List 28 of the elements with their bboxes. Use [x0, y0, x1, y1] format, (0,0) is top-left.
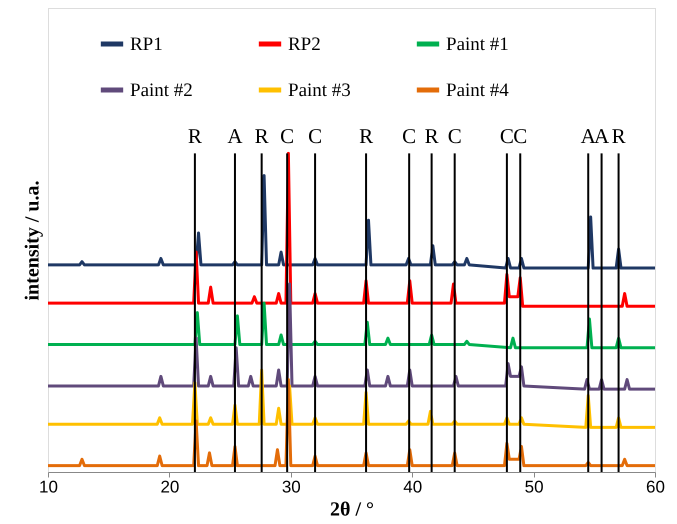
legend-label: Paint #3	[288, 80, 351, 101]
x-tick-label: 50	[524, 478, 544, 496]
ref-line-label: R	[254, 124, 269, 148]
x-tick-label: 60	[646, 478, 665, 496]
ref-line-label: C	[280, 124, 294, 148]
legend-label: Paint #4	[446, 80, 510, 101]
ref-line-label: C	[308, 124, 322, 148]
ref-line-label: R	[424, 124, 439, 148]
ref-line-label: R	[612, 124, 626, 148]
legend-label: Paint #1	[446, 34, 509, 55]
legend-label: RP1	[130, 34, 163, 55]
x-tick-label: 40	[403, 478, 422, 496]
ref-line-label: R	[359, 124, 374, 148]
x-tick-label: 30	[282, 478, 301, 496]
ref-line-label: R	[188, 124, 202, 148]
ref-line-label: A	[594, 124, 610, 148]
ref-line-label: C	[402, 124, 416, 148]
ref-line-label: A	[580, 124, 597, 148]
ref-line-label: A	[227, 124, 244, 148]
x-axis-title: 2θ / °	[330, 498, 374, 520]
legend-label: Paint #2	[130, 80, 193, 101]
ref-line-label: C	[500, 124, 514, 148]
x-tick-label: 10	[39, 478, 58, 496]
legend-label: RP2	[288, 34, 321, 55]
y-axis-title: intensity / u.a.	[22, 180, 44, 301]
ref-line-label: C	[448, 124, 462, 148]
x-tick-label: 20	[160, 478, 180, 496]
ref-line-label: C	[513, 124, 528, 148]
